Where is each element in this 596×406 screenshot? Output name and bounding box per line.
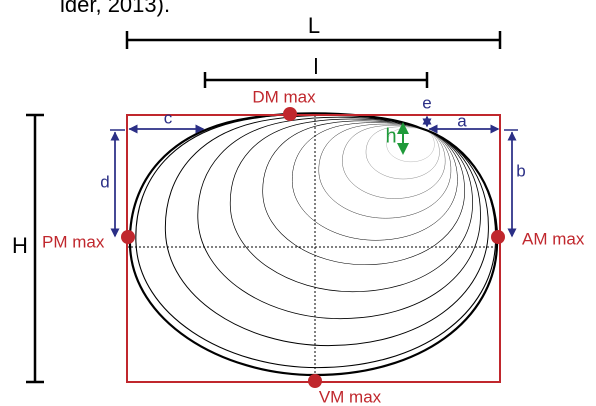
growth-line — [165, 115, 488, 345]
label-h: h — [385, 125, 396, 147]
label-vm-max: VM max — [319, 387, 382, 406]
page: ider, 2013). L l H c a d b e h — [0, 0, 596, 406]
label-c: c — [164, 108, 173, 127]
label-H: H — [12, 233, 28, 258]
growth-line — [136, 114, 496, 368]
shell-diagram: ider, 2013). L l H c a d b e h — [0, 0, 596, 406]
label-d: d — [100, 172, 109, 191]
label-pm-max: PM max — [42, 232, 105, 251]
label-a: a — [457, 111, 467, 130]
caption-fragment: ider, 2013). — [60, 0, 170, 17]
label-l: l — [314, 54, 319, 79]
label-L: L — [308, 13, 320, 38]
growth-line — [230, 119, 472, 292]
bounding-box — [127, 115, 500, 382]
label-dm-max: DM max — [252, 87, 316, 106]
measure-arrows — [110, 117, 518, 236]
label-am-max: AM max — [522, 229, 585, 248]
shell-outline — [130, 113, 497, 375]
label-e: e — [422, 93, 431, 112]
growth-line — [198, 117, 481, 318]
label-b: b — [516, 161, 525, 180]
growth-line — [292, 123, 457, 241]
shell — [130, 113, 497, 375]
length-bars — [26, 31, 500, 382]
